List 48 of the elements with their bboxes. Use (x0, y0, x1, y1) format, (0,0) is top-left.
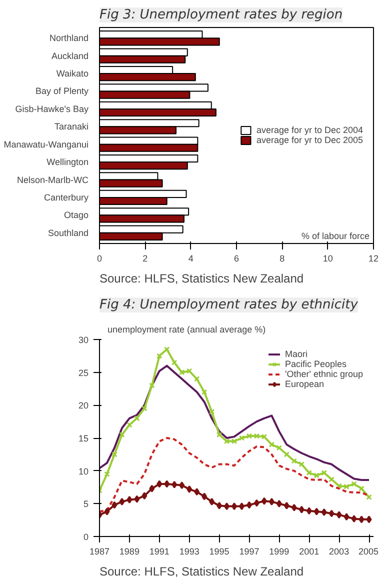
x-tick-label: 1999 (269, 546, 290, 556)
y-tick-label: 20 (78, 400, 89, 411)
x-tick-label: 2001 (299, 546, 320, 556)
x-tick-label: 2003 (329, 546, 350, 556)
legend-label: European (285, 379, 324, 389)
x-tick-label: 8 (280, 254, 285, 264)
y-tick-label: Auckland (51, 50, 89, 61)
y-tick-label: Manawatu-Wanganui (4, 139, 89, 150)
x-tick-label: 1991 (149, 546, 170, 556)
x-tick-label: 2 (142, 254, 148, 264)
x-tick-label: 1993 (179, 546, 200, 556)
x-tick-label: 1987 (89, 546, 110, 556)
source-note: Source: HLFS, Statistics New Zealand (100, 272, 304, 286)
x-tick-label: 12 (368, 254, 379, 264)
y-tick-label: 0 (83, 532, 89, 542)
y-tick-label: Northland (49, 33, 89, 44)
source-note: Source: HLFS, Statistics New Zealand (100, 564, 304, 578)
x-tick-label: 0 (96, 254, 102, 264)
x-tick-label: 6 (234, 254, 240, 264)
legend-label: Pacific Peoples (285, 359, 347, 369)
y-tick-label: 10 (78, 466, 89, 476)
chart-title: Fig 4: Unemployment rates by ethnicity (100, 298, 358, 312)
x-tick-label: 1995 (209, 546, 230, 556)
y-tick-label: 30 (78, 335, 89, 345)
y-tick-label: Otago (64, 210, 89, 220)
legend-label: average for yr to Dec 2004 (256, 125, 363, 135)
y-tick-label: Wellington (46, 157, 88, 168)
y-tick-label: Gisb-Hawke's Bay (15, 104, 89, 114)
y-axis-title: unemployment rate (annual average %) (108, 324, 266, 334)
y-tick-label: Nelson-Marlb-WC (16, 174, 89, 185)
legend-label: 'Other' ethnic group (285, 369, 363, 379)
y-tick-label: Southland (48, 228, 89, 238)
y-tick-label: Taranaki (54, 122, 89, 132)
y-tick-label: 25 (78, 368, 89, 378)
x-tick-label: 1989 (119, 546, 140, 556)
legend-label: average for yr to Dec 2005 (256, 135, 363, 145)
y-tick-label: 5 (83, 499, 89, 510)
x-tick-label: 1997 (239, 546, 260, 556)
y-tick-label: Bay of Plenty (35, 86, 89, 96)
y-tick-label: 15 (78, 434, 89, 444)
x-tick-label: 2005 (358, 546, 379, 556)
legend-label: Maori (285, 349, 308, 359)
y-tick-label: Canterbury (44, 192, 89, 202)
x-tick-label: 10 (322, 254, 333, 264)
x-tick-label: 4 (188, 254, 194, 264)
x-axis-title: % of labour force (301, 230, 370, 241)
y-tick-label: Waikato (56, 68, 89, 79)
chart-title: Fig 3: Unemployment rates by region (100, 8, 343, 22)
